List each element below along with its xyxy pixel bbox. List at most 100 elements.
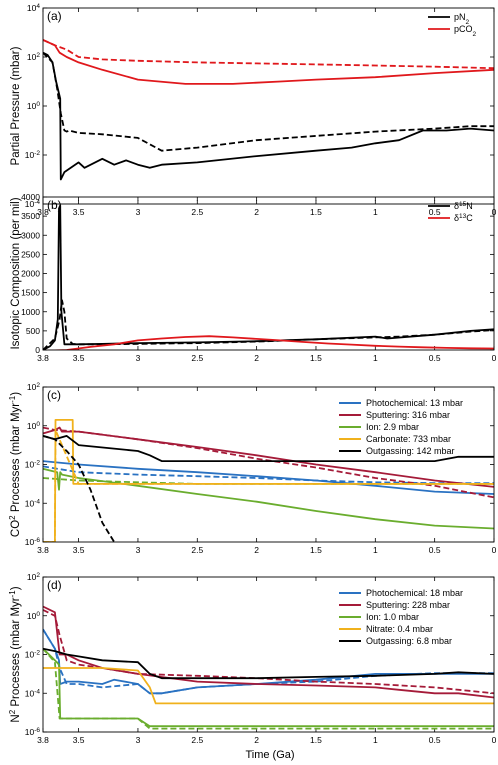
series-group [43, 605, 494, 730]
x-tick-label: 3 [136, 353, 141, 363]
series-line [43, 435, 115, 542]
x-tick-label: 2.5 [191, 735, 203, 745]
series-line [43, 667, 494, 705]
series-line [43, 335, 494, 350]
legend-entry: Ion: 1.0 mbar [366, 612, 419, 622]
x-tick-label: 3 [136, 545, 141, 555]
x-tick-label: 3.8 [37, 353, 49, 363]
series-group [43, 204, 494, 350]
plot-frame [42, 196, 495, 351]
y-tick-label: 10-6 [25, 537, 41, 548]
x-tick-label: 3.5 [73, 353, 85, 363]
y-tick-label: 102 [27, 52, 40, 63]
series-line [43, 647, 494, 680]
x-tick-label: 2 [254, 735, 259, 745]
legend-entry: Photochemical: 18 mbar [366, 588, 463, 598]
series-line [43, 648, 494, 728]
y-tick-label: 1000 [21, 307, 40, 317]
x-tick-label: 1.5 [310, 545, 322, 555]
y-tick-label: 2000 [21, 269, 40, 279]
series-group [43, 418, 494, 542]
x-axis-label: Time (Ga) [245, 749, 294, 761]
legend-entry: Sputtering: 228 mbar [366, 600, 450, 610]
y-tick-label: 10-6 [25, 727, 41, 738]
x-tick-label: 3.8 [37, 545, 49, 555]
y-tick-label: 10-2 [25, 649, 41, 660]
panel-3: 3.8 3.5 3 2.5 2 1.5 1 0.5 0 10-6 10-4 10-2 100 102 (c)… [8, 382, 497, 556]
y-tick-label: 10-2 [25, 150, 41, 161]
series-line [43, 467, 494, 530]
y-axis-label: Partial Pressure (mbar) [10, 46, 22, 165]
legend-entry: δ15N [454, 201, 473, 212]
series-line [43, 648, 494, 730]
x-tick-label: 1 [373, 353, 378, 363]
panel-2: 3.8 3.5 3 2.5 2 1.5 1 0.5 0 0 500 1000 1500 2000 2500 3… [10, 192, 497, 363]
x-tick-label: 2.5 [191, 207, 203, 217]
legend-entry: Carbonate: 733 mbar [366, 434, 451, 444]
x-tick-label: 0 [492, 353, 497, 363]
y-tick-label: 4000 [21, 192, 40, 202]
plot-frame [42, 7, 495, 205]
y-tick-label: 3000 [21, 230, 40, 240]
x-tick-label: 1 [373, 735, 378, 745]
series-line [43, 51, 494, 181]
legend-entry: Outgassing: 6.8 mbar [366, 636, 452, 646]
y-tick-label: 102 [27, 382, 40, 393]
x-tick-label: 3.5 [73, 545, 85, 555]
series-line [43, 39, 494, 85]
series-line [43, 426, 494, 488]
x-tick-label: 0 [492, 545, 497, 555]
series-group [43, 39, 494, 181]
series-line [43, 426, 494, 499]
panel-label: (d) [47, 578, 62, 592]
x-tick-label: 2.5 [191, 545, 203, 555]
x-tick-label: 2.5 [191, 353, 203, 363]
series-line [43, 52, 494, 152]
x-tick-label: 3.5 [73, 207, 85, 217]
x-tick-label: 0.5 [429, 353, 441, 363]
x-tick-label: 0.5 [429, 207, 441, 217]
series-line [43, 39, 494, 70]
legend-entry: Photochemical: 13 mbar [366, 398, 463, 408]
x-tick-label: 3.5 [73, 735, 85, 745]
y-axis-label: CO2 Processes (mbar Myr-1) [8, 392, 23, 537]
series-line [43, 299, 494, 350]
x-tick-label: 1 [373, 545, 378, 555]
legend-entry: pCO2 [454, 24, 477, 38]
x-tick-label: 0 [492, 735, 497, 745]
series-line [43, 609, 494, 695]
x-tick-label: 1 [373, 207, 378, 217]
x-tick-label: 3 [136, 207, 141, 217]
series-line [43, 434, 494, 463]
legend-entry: Nitrate: 0.4 mbar [366, 624, 433, 634]
panel-4: 3.8 3.5 3 2.5 2 1.5 1 0.5 0 10-6 10-4 10-2 100 102 (d)… [8, 572, 497, 746]
y-tick-label: 10-2 [25, 459, 41, 470]
x-tick-label: 2 [254, 353, 259, 363]
legend-entry: δ13C [454, 213, 473, 224]
x-tick-label: 3 [136, 735, 141, 745]
legend-entry: Sputtering: 316 mbar [366, 410, 450, 420]
panel-label: (a) [47, 9, 62, 23]
x-tick-label: 2 [254, 545, 259, 555]
series-line [43, 605, 494, 699]
y-axis-label: N2 Processes (mbar Myr-1) [8, 586, 23, 722]
x-tick-label: 3.8 [37, 735, 49, 745]
y-tick-label: 2500 [21, 249, 40, 259]
y-tick-label: 1500 [21, 288, 40, 298]
y-tick-label: 102 [27, 572, 40, 583]
panel-1: 3.8 3.5 3 2.5 2 1.5 1 0.5 010-410-2100102104(a)P… [10, 3, 497, 218]
x-tick-label: 0.5 [429, 735, 441, 745]
x-tick-label: 1.5 [310, 207, 322, 217]
panel-label: (b) [47, 198, 62, 212]
y-axis-label: Isotopic Composition (per mil) [10, 197, 22, 349]
y-tick-label: 0 [35, 345, 40, 355]
y-tick-label: 100 [27, 101, 40, 112]
legend-entry: Outgassing: 142 mbar [366, 446, 455, 456]
y-tick-label: 10-4 [25, 688, 41, 699]
x-tick-label: 1.5 [310, 353, 322, 363]
x-tick-label: 2 [254, 207, 259, 217]
series-line [43, 460, 494, 495]
plot-frame [42, 386, 495, 543]
series-line [43, 628, 494, 695]
